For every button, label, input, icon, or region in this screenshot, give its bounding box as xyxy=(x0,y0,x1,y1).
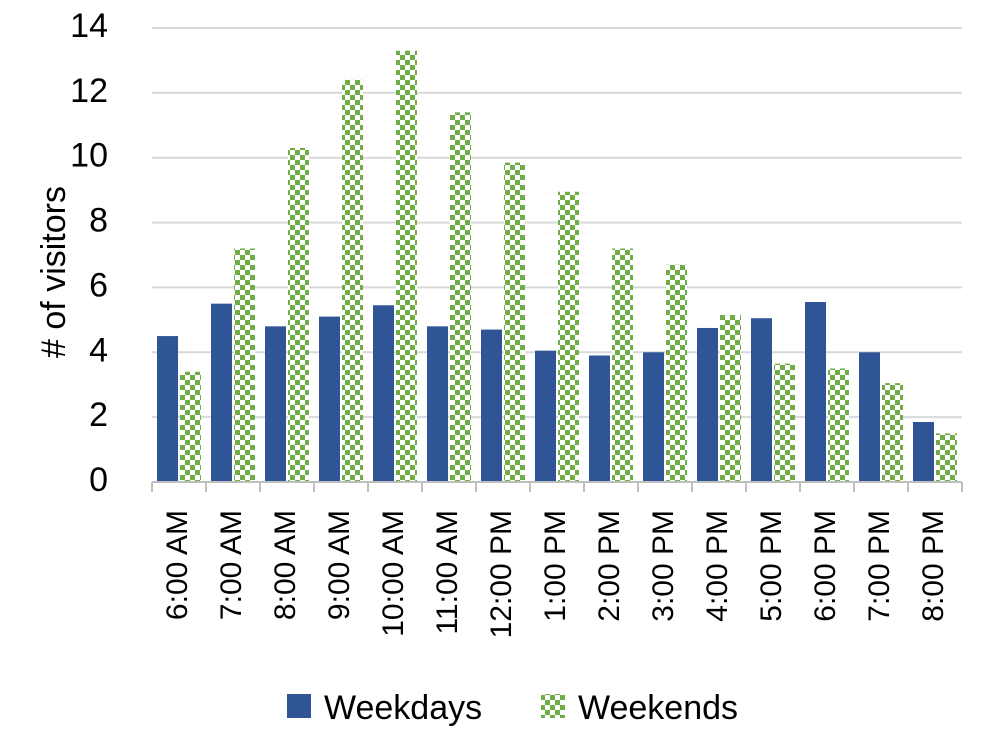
bar-weekends xyxy=(234,248,255,482)
x-tick-label: 5:00 PM xyxy=(755,510,788,622)
bar-weekends xyxy=(504,162,525,483)
bar-weekdays xyxy=(319,316,340,482)
bar-weekdays xyxy=(427,326,448,482)
bar-weekdays xyxy=(805,302,826,482)
bar-weekends xyxy=(558,191,579,482)
bars xyxy=(157,50,957,483)
bar-weekends xyxy=(828,368,849,482)
bar-weekdays xyxy=(589,355,610,482)
bar-weekdays xyxy=(373,305,394,482)
legend-label-weekdays: Weekdays xyxy=(324,689,482,727)
bar-weekends xyxy=(720,314,741,482)
x-axis xyxy=(151,481,963,492)
y-tick-label: 10 xyxy=(70,137,108,175)
y-tick-label: 0 xyxy=(89,461,108,499)
bar-weekdays xyxy=(157,336,178,482)
bar-weekdays xyxy=(481,329,502,482)
x-tick-label: 7:00 PM xyxy=(863,510,896,622)
x-tick-label: 7:00 AM xyxy=(215,510,248,620)
bar-weekends xyxy=(450,112,471,483)
bar-weekends xyxy=(342,79,363,482)
bar-weekends xyxy=(774,363,795,482)
x-tick-label: 2:00 PM xyxy=(593,510,626,622)
bar-weekends xyxy=(396,50,417,482)
x-tick-label: 3:00 PM xyxy=(647,510,680,622)
bar-weekends xyxy=(666,264,687,482)
bar-weekends xyxy=(936,433,957,482)
bar-weekdays xyxy=(751,318,772,482)
y-tick-label: 2 xyxy=(89,396,108,434)
bar-weekdays xyxy=(643,352,664,482)
y-tick-label: 14 xyxy=(70,7,108,45)
bar-weekdays xyxy=(913,422,934,482)
bar-weekends xyxy=(882,383,903,482)
bar-weekends xyxy=(612,248,633,482)
y-axis-ticks: 0 2 4 6 8 10 12 14 xyxy=(70,7,108,499)
x-tick-label: 9:00 AM xyxy=(323,510,356,620)
bar-weekdays xyxy=(859,352,880,482)
bar-weekends xyxy=(288,147,309,482)
x-axis-ticks: 6:00 AM 7:00 AM 8:00 AM 9:00 AM 10:00 AM 11:0… xyxy=(161,510,950,638)
y-axis-label: # of visitors xyxy=(35,186,73,358)
x-tick-label: 11:00 AM xyxy=(431,510,464,635)
x-tick-label: 1:00 PM xyxy=(539,510,572,622)
x-tick-label: 6:00 PM xyxy=(809,510,842,622)
gridlines xyxy=(152,27,962,419)
legend-swatch-weekdays xyxy=(287,694,311,718)
x-tick-label: 8:00 PM xyxy=(917,510,950,622)
bar-weekdays xyxy=(265,326,286,482)
y-tick-label: 6 xyxy=(89,266,108,304)
x-tick-label: 4:00 PM xyxy=(701,510,734,622)
bar-weekdays xyxy=(535,350,556,482)
legend-swatch-weekends xyxy=(541,694,565,718)
bar-weekdays xyxy=(211,303,232,482)
y-tick-label: 8 xyxy=(89,202,108,240)
bar-weekdays xyxy=(697,327,718,482)
y-tick-label: 4 xyxy=(89,331,108,369)
y-tick-label: 12 xyxy=(70,72,108,110)
legend-label-weekends: Weekends xyxy=(578,689,738,727)
x-tick-label: 8:00 AM xyxy=(269,510,302,620)
x-tick-label: 10:00 AM xyxy=(377,510,410,637)
x-tick-label: 6:00 AM xyxy=(161,510,194,620)
legend: Weekdays Weekends xyxy=(287,689,738,727)
x-tick-label: 12:00 PM xyxy=(485,510,518,638)
bar-weekends xyxy=(180,371,201,482)
